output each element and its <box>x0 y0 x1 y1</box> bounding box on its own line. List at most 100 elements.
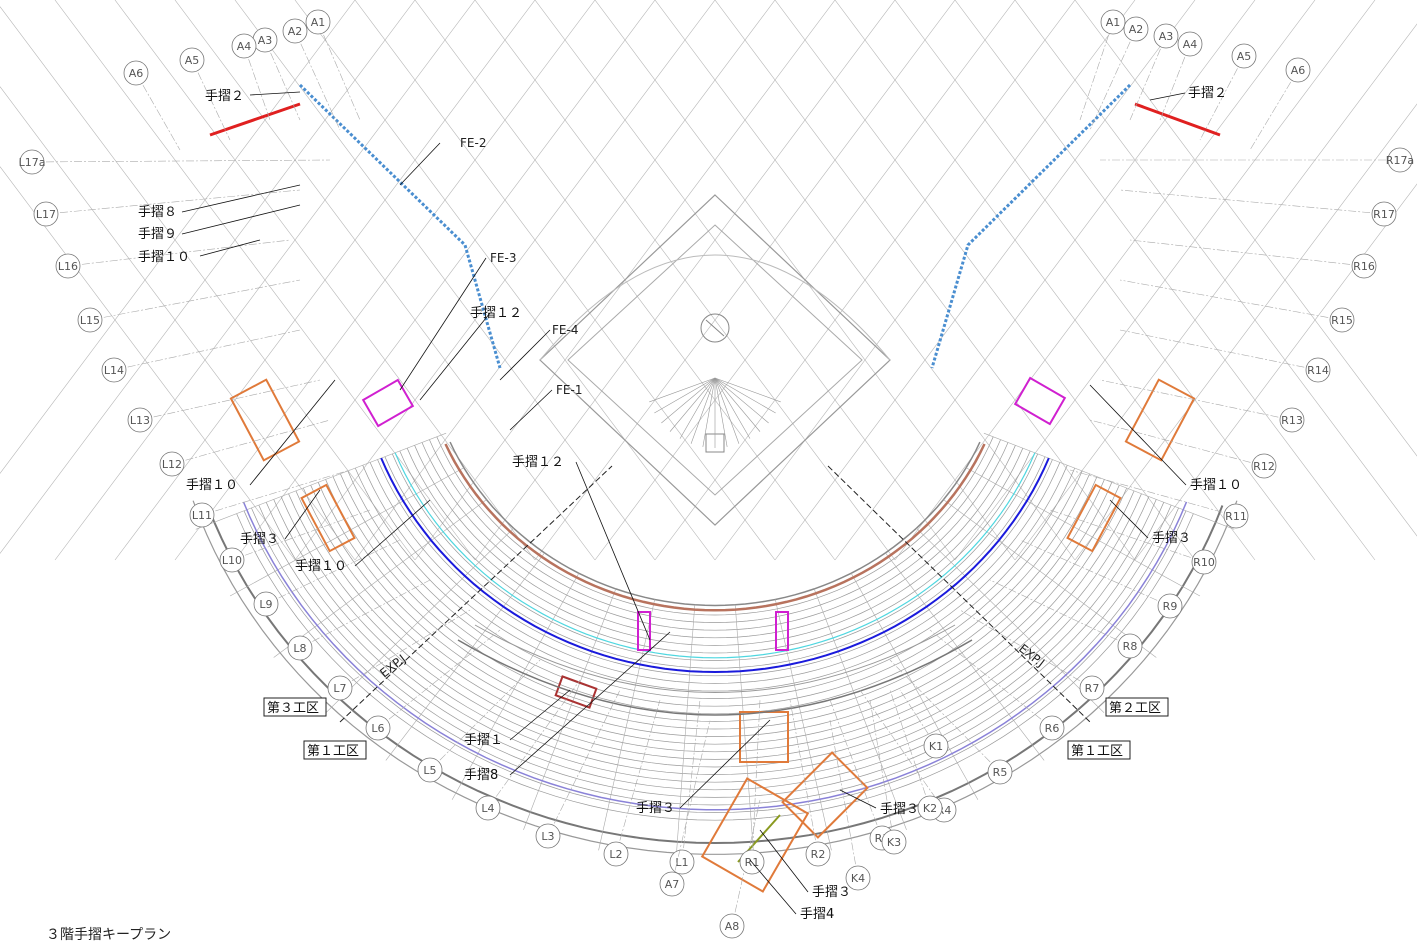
grid-axis-line <box>547 689 621 837</box>
handrail-8-left-label: 手摺８ <box>138 205 177 220</box>
grid-bubble-R27 <box>845 865 871 891</box>
zone-2-label: 第２工区 <box>1109 701 1161 716</box>
concourse-edge-2 <box>474 624 956 693</box>
grid-bubble-label: A6 <box>1291 64 1306 77</box>
field-grid-line <box>1134 183 1417 561</box>
field-grid-line <box>0 0 416 554</box>
seat-row <box>414 445 1016 639</box>
grid-axis-line <box>959 609 1093 689</box>
grid-bubble-L25 <box>719 913 745 939</box>
blue-rail <box>380 457 1050 674</box>
label-leader-line <box>509 631 671 776</box>
fe3-label: FE-3 <box>490 251 516 265</box>
fe1-rail <box>444 443 986 612</box>
label-leader-line <box>1089 384 1187 486</box>
radial-section-line <box>229 467 464 597</box>
construction-zones: 第３工区 第１工区 第２工区 第１工区 <box>263 697 1169 760</box>
radial-section-line <box>916 527 1105 713</box>
grid-axis-line <box>1119 329 1319 371</box>
grid-axis-line <box>377 629 501 729</box>
grid-axis-line <box>201 469 351 516</box>
seat-row <box>288 493 1142 768</box>
radial-section-line <box>943 499 1157 658</box>
grid-bubble-label: R16 <box>1353 260 1375 273</box>
grid-bubble-label: L8 <box>293 642 306 655</box>
field-grid-line <box>954 0 1376 561</box>
infield-inner <box>567 224 863 496</box>
grid-bubbles: A1 A2 A3 A4 A5 A6 L17a L17 L16 L15 L14 L13 L12 L11 L10… <box>19 9 1414 939</box>
label-leader-line <box>509 689 571 741</box>
handrail-labels: FE-2 FE-3 FE-4 FE-1 手摺２ 手摺８ 手摺９ 手摺１０ 手摺１… <box>138 86 1242 922</box>
seat-row <box>362 465 1068 692</box>
grid-axis-line <box>1089 28 1137 131</box>
grid-axis-line <box>265 539 401 605</box>
grid-axis-line <box>67 239 291 267</box>
seat-row <box>354 467 1076 699</box>
grid-axis-line <box>671 719 711 885</box>
red-handrail-left <box>209 102 301 137</box>
grid-bubble-label: L9 <box>259 598 272 611</box>
grid-bubble-label: A1 <box>1106 16 1121 29</box>
label-leader-line <box>399 142 441 186</box>
fan-line <box>649 377 716 403</box>
grid-bubble-R19 <box>987 759 1013 785</box>
grid-bubble-R12 <box>1251 453 1277 479</box>
seat-row <box>436 436 994 616</box>
handrail-1-label: 手摺１ <box>464 733 503 748</box>
grid-bubble-L7 <box>33 201 59 227</box>
seat-row <box>406 448 1024 646</box>
fan-line <box>714 377 728 447</box>
expj-left-label: EXP.J <box>377 652 408 681</box>
fan-line <box>702 377 716 447</box>
grid-axis-line <box>869 699 895 843</box>
label-leader-line <box>499 329 551 381</box>
grid-bubble-label: L1 <box>675 856 688 869</box>
stair-bottom-diag <box>700 777 810 893</box>
grid-bubble-label: R17 <box>1373 208 1395 221</box>
grid-bubble-label: K1 <box>929 740 943 753</box>
grid-bubble-label: R10 <box>1193 556 1215 569</box>
grid-axis-line <box>339 609 471 689</box>
seat-row <box>258 504 1172 798</box>
field-grid-line <box>234 0 656 561</box>
grid-bubble-label: A2 <box>1129 23 1144 36</box>
grid-bubble-label: L11 <box>192 509 212 522</box>
grid-axis-line <box>135 72 181 151</box>
seat-row <box>273 499 1157 783</box>
grid-bubble-label: L12 <box>162 458 182 471</box>
radial-section-line <box>675 604 696 861</box>
grid-axis-line <box>317 21 361 121</box>
grid-bubble-label: A5 <box>1237 50 1252 63</box>
seat-row <box>399 450 1031 654</box>
seat-row <box>340 473 1090 715</box>
grid-bubble-R9 <box>1329 307 1355 333</box>
grid-axis-line <box>171 419 331 465</box>
handrail-8-bottom-label: 手摺8 <box>464 768 498 783</box>
grid-bubble-label: R6 <box>1045 722 1060 735</box>
radial-section-line <box>734 604 755 861</box>
grid-bubble-R1 <box>1123 16 1149 42</box>
grid-axis-line <box>1089 419 1265 467</box>
label-leader-line <box>284 489 321 540</box>
fan-line <box>714 377 776 414</box>
grid-bubble-label: R12 <box>1253 460 1275 473</box>
grid-bubble-label: R2 <box>811 848 826 861</box>
seat-row <box>302 487 1128 753</box>
zone-1-right-label: 第１工区 <box>1071 744 1123 759</box>
grid-bubble-label: R11 <box>1225 510 1247 523</box>
fan-line <box>714 377 751 439</box>
grid-bubble-label: L3 <box>541 830 554 843</box>
grid-axis-line <box>829 699 883 839</box>
grid-bubble-L5 <box>123 60 149 86</box>
label-leader-line <box>1109 499 1149 539</box>
grid-bubble-R10 <box>1305 357 1331 383</box>
grid-axis-line <box>1199 55 1245 141</box>
zone-3-label: 第３工区 <box>267 701 319 716</box>
field-grid-line <box>114 0 536 561</box>
handrail-3-right-label: 手摺３ <box>1152 531 1191 546</box>
field-grid-line <box>1014 0 1417 537</box>
handrail-lines <box>242 83 1188 811</box>
handrail-12-center-label: 手摺１２ <box>512 455 564 470</box>
field-grid-line <box>714 0 1136 561</box>
